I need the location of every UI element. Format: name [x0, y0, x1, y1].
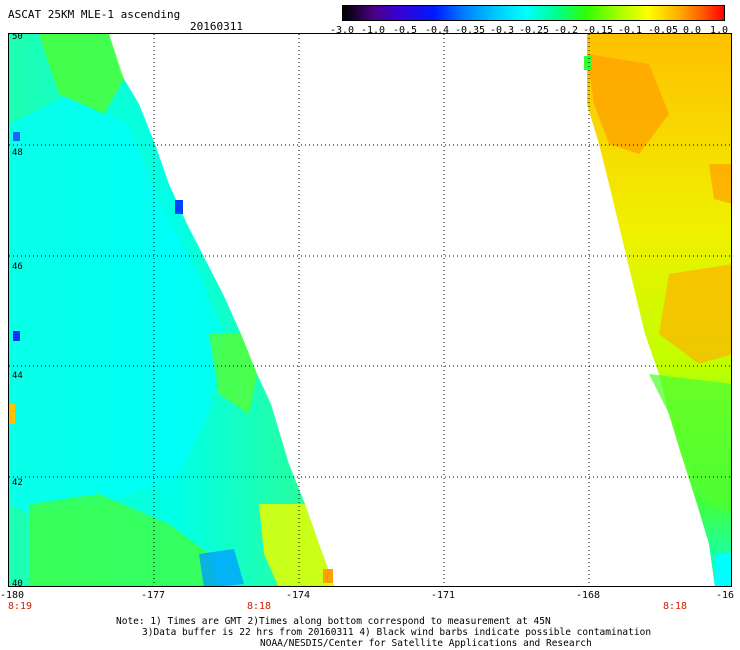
time-label: 8:18	[662, 601, 688, 612]
lat-label: 48	[12, 148, 23, 158]
left-swath-orange-pixel	[9, 404, 15, 424]
time-label: 8:19	[7, 601, 33, 612]
colorbar-label: 0.0	[682, 25, 702, 36]
colorbar	[342, 5, 725, 21]
right-swath-orange-patch	[709, 164, 731, 204]
lat-lon-grid	[9, 34, 731, 586]
lat-label: 50	[12, 33, 23, 42]
left-swath-blue-pixel	[13, 132, 20, 141]
note-line-1: Note: 1) Times are GMT 2)Times along bot…	[116, 616, 551, 627]
left-swath-orange-pixel	[323, 569, 333, 583]
colorbar-label: -0.25	[518, 25, 550, 36]
right-swath-green-pixel	[584, 56, 592, 70]
swath-map	[9, 34, 731, 586]
chart-title: ASCAT 25KM MLE-1 ascending	[8, 8, 181, 21]
lon-label: -174	[285, 590, 311, 601]
left-swath-green-patch	[209, 334, 257, 414]
left-swath-green-patch	[29, 494, 219, 586]
colorbar-label: -0.1	[617, 25, 643, 36]
colorbar-label: -0.35	[454, 25, 486, 36]
lon-label: -168	[575, 590, 601, 601]
colorbar-label: -0.4	[424, 25, 450, 36]
left-swath-blue-pixel	[175, 200, 183, 214]
note-line-3: NOAA/NESDIS/Center for Satellite Applica…	[260, 638, 592, 649]
colorbar-label: -3.0	[329, 25, 355, 36]
right-swath-orange-patch	[659, 264, 731, 364]
map-panel: 50 48 46 44 42 40	[8, 33, 732, 587]
right-swath-cyan-pixel	[715, 554, 731, 586]
left-swath-cyan-core	[9, 94, 224, 514]
note-line-2: 3)Data buffer is 22 hrs from 20160311 4)…	[142, 627, 652, 638]
left-swath-blue-patch	[199, 549, 244, 586]
colorbar-label: -0.3	[489, 25, 515, 36]
lon-label: -171	[430, 590, 456, 601]
chart-date: 20160311	[190, 20, 243, 33]
colorbar-label: -1.0	[360, 25, 386, 36]
left-swath-blue-pixel	[13, 331, 20, 341]
lat-label: 40	[12, 579, 23, 587]
right-swath-green-patch	[649, 374, 731, 514]
colorbar-label: -0.2	[553, 25, 579, 36]
colorbar-label: -0.5	[392, 25, 418, 36]
lon-label: -180	[0, 590, 25, 601]
right-swath-orange-patch	[587, 54, 669, 154]
lat-label: 44	[12, 371, 23, 381]
lat-label: 46	[12, 262, 23, 272]
colorbar-label: 1.0	[709, 25, 729, 36]
left-swath-yellow-patch	[259, 504, 335, 586]
left-swath-green-patch	[39, 34, 124, 114]
colorbar-label: -0.05	[647, 25, 679, 36]
lat-label: 42	[12, 478, 23, 488]
lon-label: -177	[140, 590, 166, 601]
time-label: 8:18	[246, 601, 272, 612]
colorbar-label: -0.15	[582, 25, 614, 36]
lon-label: -16	[715, 590, 735, 601]
